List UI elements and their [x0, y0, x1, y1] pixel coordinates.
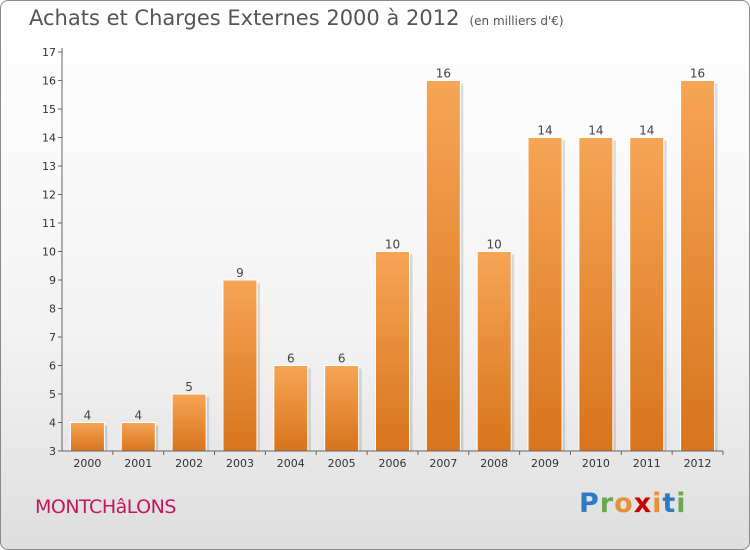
value-label-2005: 6 — [338, 352, 346, 366]
y-tick-label: 12 — [42, 189, 56, 202]
value-label-2012: 16 — [690, 67, 705, 81]
x-tick-label-2008: 2008 — [480, 457, 508, 470]
bar-2007 — [425, 80, 461, 452]
x-tick-label-2000: 2000 — [73, 457, 101, 470]
value-label-2010: 14 — [588, 124, 603, 138]
y-tick-label: 9 — [49, 274, 56, 287]
y-tick-label: 13 — [42, 160, 56, 173]
x-tick-label-2004: 2004 — [277, 457, 305, 470]
bar-2004 — [273, 365, 309, 452]
value-label-2003: 9 — [236, 266, 244, 280]
y-tick-label: 15 — [42, 103, 56, 116]
x-tick-label-2002: 2002 — [175, 457, 203, 470]
bar-2008 — [476, 251, 512, 452]
bar-2001 — [120, 422, 156, 452]
x-tick-label-2005: 2005 — [328, 457, 356, 470]
bar-2006 — [375, 251, 410, 452]
brand-letter: t — [662, 488, 677, 519]
bar-2000 — [69, 422, 105, 452]
bar-2002 — [171, 393, 207, 452]
value-label-2006: 10 — [385, 238, 400, 252]
x-tick-label-2003: 2003 — [226, 457, 254, 470]
y-tick-label: 8 — [49, 303, 56, 316]
bar-2009 — [527, 137, 563, 452]
x-tick-label-2001: 2001 — [124, 457, 152, 470]
brand-letter: o — [614, 488, 634, 519]
brand-letter: x — [633, 488, 653, 519]
brand-letter: r — [599, 488, 615, 519]
value-label-2004: 6 — [287, 352, 295, 366]
brand-logo: Proxiti — [579, 488, 687, 519]
commune-name: MONTCHâLONS — [35, 496, 176, 518]
bar-2005 — [324, 365, 360, 452]
value-label-2008: 10 — [487, 238, 502, 252]
chart-title: Achats et Charges Externes 2000 à 2012 (e… — [29, 6, 564, 30]
bar-2010 — [578, 137, 614, 452]
bar-2011 — [629, 137, 665, 452]
brand-letter: i — [652, 488, 663, 519]
x-tick-label-2006: 2006 — [379, 457, 407, 470]
y-tick-label: 10 — [42, 246, 56, 259]
bars-layer: 4 4 5 9 6 6 10 16 10 14 14 14 16 — [69, 67, 718, 452]
y-tick-label: 7 — [49, 331, 56, 344]
value-label-2000: 4 — [84, 409, 92, 423]
bar-2003 — [222, 279, 258, 452]
y-tick-label: 16 — [42, 75, 56, 88]
x-tick-label-2007: 2007 — [429, 457, 457, 470]
chart-title-text: Achats et Charges Externes 2000 à 2012 — [29, 6, 460, 30]
x-tick-label-2011: 2011 — [633, 457, 661, 470]
value-label-2002: 5 — [185, 380, 193, 394]
axis-layer: 3 4 5 6 7 8 9 10 11 12 13 14 15 16 17 2000 2001 2002 2003 2… — [42, 46, 724, 470]
y-tick-label: 4 — [49, 417, 56, 430]
value-label-2007: 16 — [436, 67, 451, 81]
y-tick-label: 5 — [49, 388, 56, 401]
value-label-2011: 14 — [639, 124, 654, 138]
brand-letter: i — [676, 488, 687, 519]
x-tick-label-2009: 2009 — [531, 457, 559, 470]
y-tick-label: 11 — [42, 217, 56, 230]
y-tick-label: 17 — [42, 46, 56, 59]
x-tick-label-2010: 2010 — [582, 457, 610, 470]
chart-unit: (en milliers d'€) — [469, 14, 564, 28]
y-tick-label: 6 — [49, 360, 56, 373]
x-tick-label-2012: 2012 — [684, 457, 712, 470]
y-tick-label: 3 — [49, 445, 56, 458]
value-label-2009: 14 — [537, 124, 552, 138]
y-tick-label: 14 — [42, 132, 56, 145]
brand-letter: P — [579, 488, 600, 519]
value-label-2001: 4 — [134, 409, 142, 423]
bar-2012 — [680, 80, 716, 452]
